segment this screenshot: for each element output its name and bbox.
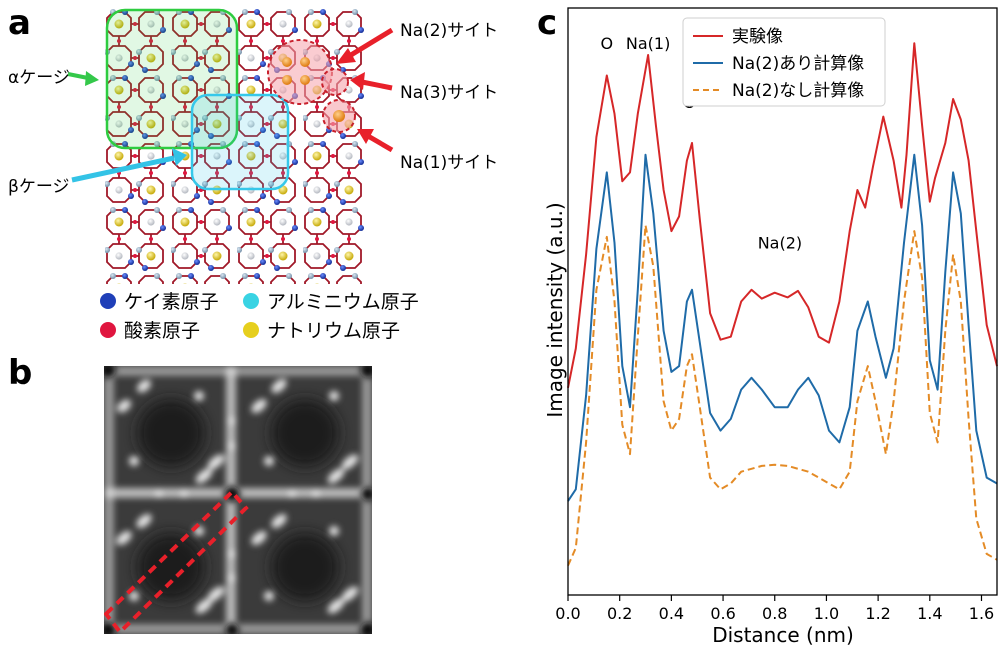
peak-annotations: ONa(1)ONa(2) <box>600 34 802 253</box>
series-line-2 <box>567 224 998 567</box>
sodium-dot-icon <box>243 321 259 338</box>
legend-box <box>682 17 886 107</box>
plot-frame <box>567 7 998 596</box>
plot-lines <box>567 42 998 567</box>
panel-c-letter: c <box>537 3 558 43</box>
na1-site-label: Na(1)サイト <box>400 153 499 173</box>
x-tick-label: 0.0 <box>555 604 580 623</box>
legend-aluminum: アルミニウム原子 <box>243 287 419 314</box>
x-tick-label: 1.4 <box>917 604 942 623</box>
chart-legend: 実験像 Na(2)あり計算像 Na(2)なし計算像 <box>682 17 886 107</box>
x-tick-label: 0.4 <box>659 604 684 623</box>
legend-sodium-label: ナトリウム原子 <box>267 320 401 342</box>
legend-silicon: ケイ素原子 <box>100 287 219 314</box>
legend-oxygen: 酸素原子 <box>100 316 200 343</box>
panel-b-letter: b <box>8 353 33 393</box>
x-tick-label: 1.2 <box>865 604 890 623</box>
x-tick-label: 1.0 <box>814 604 839 623</box>
arrow-na3 <box>350 72 393 91</box>
na3-site-marker <box>321 68 349 96</box>
na3-site-label: Na(3)サイト <box>400 83 499 103</box>
line-profile-box <box>104 489 249 634</box>
panel-a-letter: a <box>8 3 31 43</box>
x-tick-label: 0.2 <box>607 604 632 623</box>
x-axis-label: Distance (nm) <box>712 623 854 647</box>
x-tick-labels: 0.0 0.2 0.4 0.6 0.8 1.0 1.2 1.4 1.6 <box>555 604 994 623</box>
x-tick-label: 1.6 <box>969 604 994 623</box>
series-line-1 <box>567 153 998 502</box>
na2-site-label: Na(2)サイト <box>400 21 499 41</box>
legend-label-without-na2: Na(2)なし計算像 <box>732 81 864 101</box>
alpha-cage-label: αケージ <box>8 68 70 88</box>
zeolite-structure-diagram <box>67 8 394 284</box>
arrow-beta <box>71 148 187 183</box>
intensity-profile-chart: Image intensity (a.u.) Distance (nm) 0.0… <box>543 7 998 647</box>
peak-annotation: Na(1) <box>626 34 670 53</box>
na2-site-marker <box>267 39 333 105</box>
legend-oxygen-label: 酸素原子 <box>124 320 201 342</box>
oxygen-dot-icon <box>100 321 116 338</box>
legend-sodium: ナトリウム原子 <box>243 316 400 343</box>
arrow-na2 <box>336 27 394 64</box>
tem-image <box>104 366 372 634</box>
beta-cage-box <box>190 93 290 191</box>
aluminum-dot-icon <box>243 292 259 309</box>
legend-label-with-na2: Na(2)あり計算像 <box>732 54 864 74</box>
beta-cage-label: βケージ <box>8 177 70 197</box>
x-tick-label: 0.6 <box>710 604 735 623</box>
y-axis-label: Image intensity (a.u.) <box>543 202 567 417</box>
silicon-dot-icon <box>100 292 116 309</box>
legend-aluminum-label: アルミニウム原子 <box>267 291 419 313</box>
legend-silicon-label: ケイ素原子 <box>124 291 219 313</box>
arrow-alpha <box>67 71 99 86</box>
arrow-na1 <box>357 129 394 153</box>
peak-annotation: O <box>600 34 613 53</box>
series-line-0 <box>567 42 998 388</box>
legend-label-experimental: 実験像 <box>732 27 783 47</box>
x-tick-marks <box>567 595 983 601</box>
x-tick-label: 0.8 <box>762 604 787 623</box>
peak-annotation: Na(2) <box>758 234 802 253</box>
